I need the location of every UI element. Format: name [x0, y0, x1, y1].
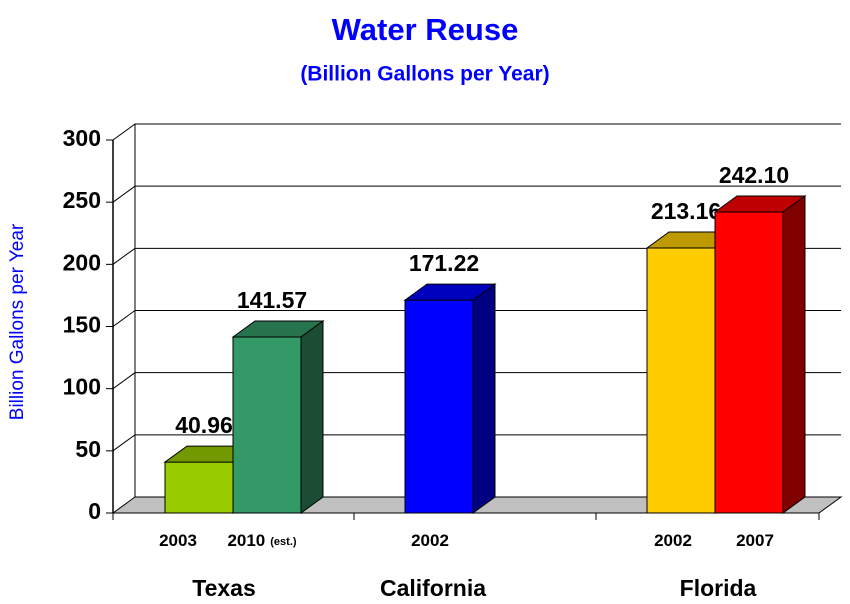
group-label: Texas	[192, 575, 256, 601]
grid-line	[112, 372, 841, 390]
value-label: 141.57	[237, 287, 307, 313]
x-tick-label: 2002	[411, 531, 449, 550]
x-tick-label-year: 2002	[411, 531, 449, 550]
x-tick-label-year: 2007	[736, 531, 774, 550]
plot: 0 50 100 150 200 250 300 Texas 40.96 2003 141.57 20…	[63, 123, 843, 601]
x-tick-label: 2003	[159, 531, 197, 550]
x-tick-label-note: (est.)	[270, 536, 297, 548]
value-label: 171.22	[409, 250, 479, 276]
x-tick-label-year: 2002	[654, 531, 692, 550]
grid-line	[112, 247, 841, 265]
chart-subtitle: (Billion Gallons per Year)	[300, 63, 549, 86]
bar-front	[164, 461, 234, 514]
x-tick-label: 2007	[736, 531, 774, 550]
bar-side	[300, 319, 324, 514]
group-label: Florida	[680, 575, 757, 601]
x-tick-label-year: 2003	[159, 531, 197, 550]
bar-side	[782, 195, 806, 514]
grid-line	[112, 310, 841, 327]
value-label: 242.10	[719, 162, 789, 188]
grid-line	[112, 434, 841, 452]
bar-front	[646, 247, 716, 514]
y-axis-label: Billion Gallons per Year	[7, 223, 28, 420]
value-label: 40.96	[175, 412, 233, 438]
y-tick-label: 250	[63, 187, 101, 213]
bar-side	[472, 283, 496, 514]
grid-line	[112, 123, 841, 141]
chart-title: Water Reuse	[332, 12, 519, 47]
y-tick-label: 200	[63, 249, 101, 275]
x-tick-label-year: 2010	[227, 531, 265, 550]
grid-line	[112, 185, 841, 203]
y-tick-label: 0	[88, 498, 101, 524]
group-label: California	[380, 575, 486, 601]
bar-front	[714, 211, 784, 514]
value-label: 213.16	[651, 198, 721, 224]
bar-front	[232, 336, 302, 514]
y-tick-label: 50	[75, 436, 101, 462]
y-tick-label: 100	[63, 374, 101, 400]
y-tick-label: 300	[63, 125, 101, 151]
x-tick-label: 2010 (est.)	[227, 531, 296, 550]
x-tick-label: 2002	[654, 531, 692, 550]
y-tick-label: 150	[63, 312, 101, 338]
bar-front	[404, 299, 474, 514]
